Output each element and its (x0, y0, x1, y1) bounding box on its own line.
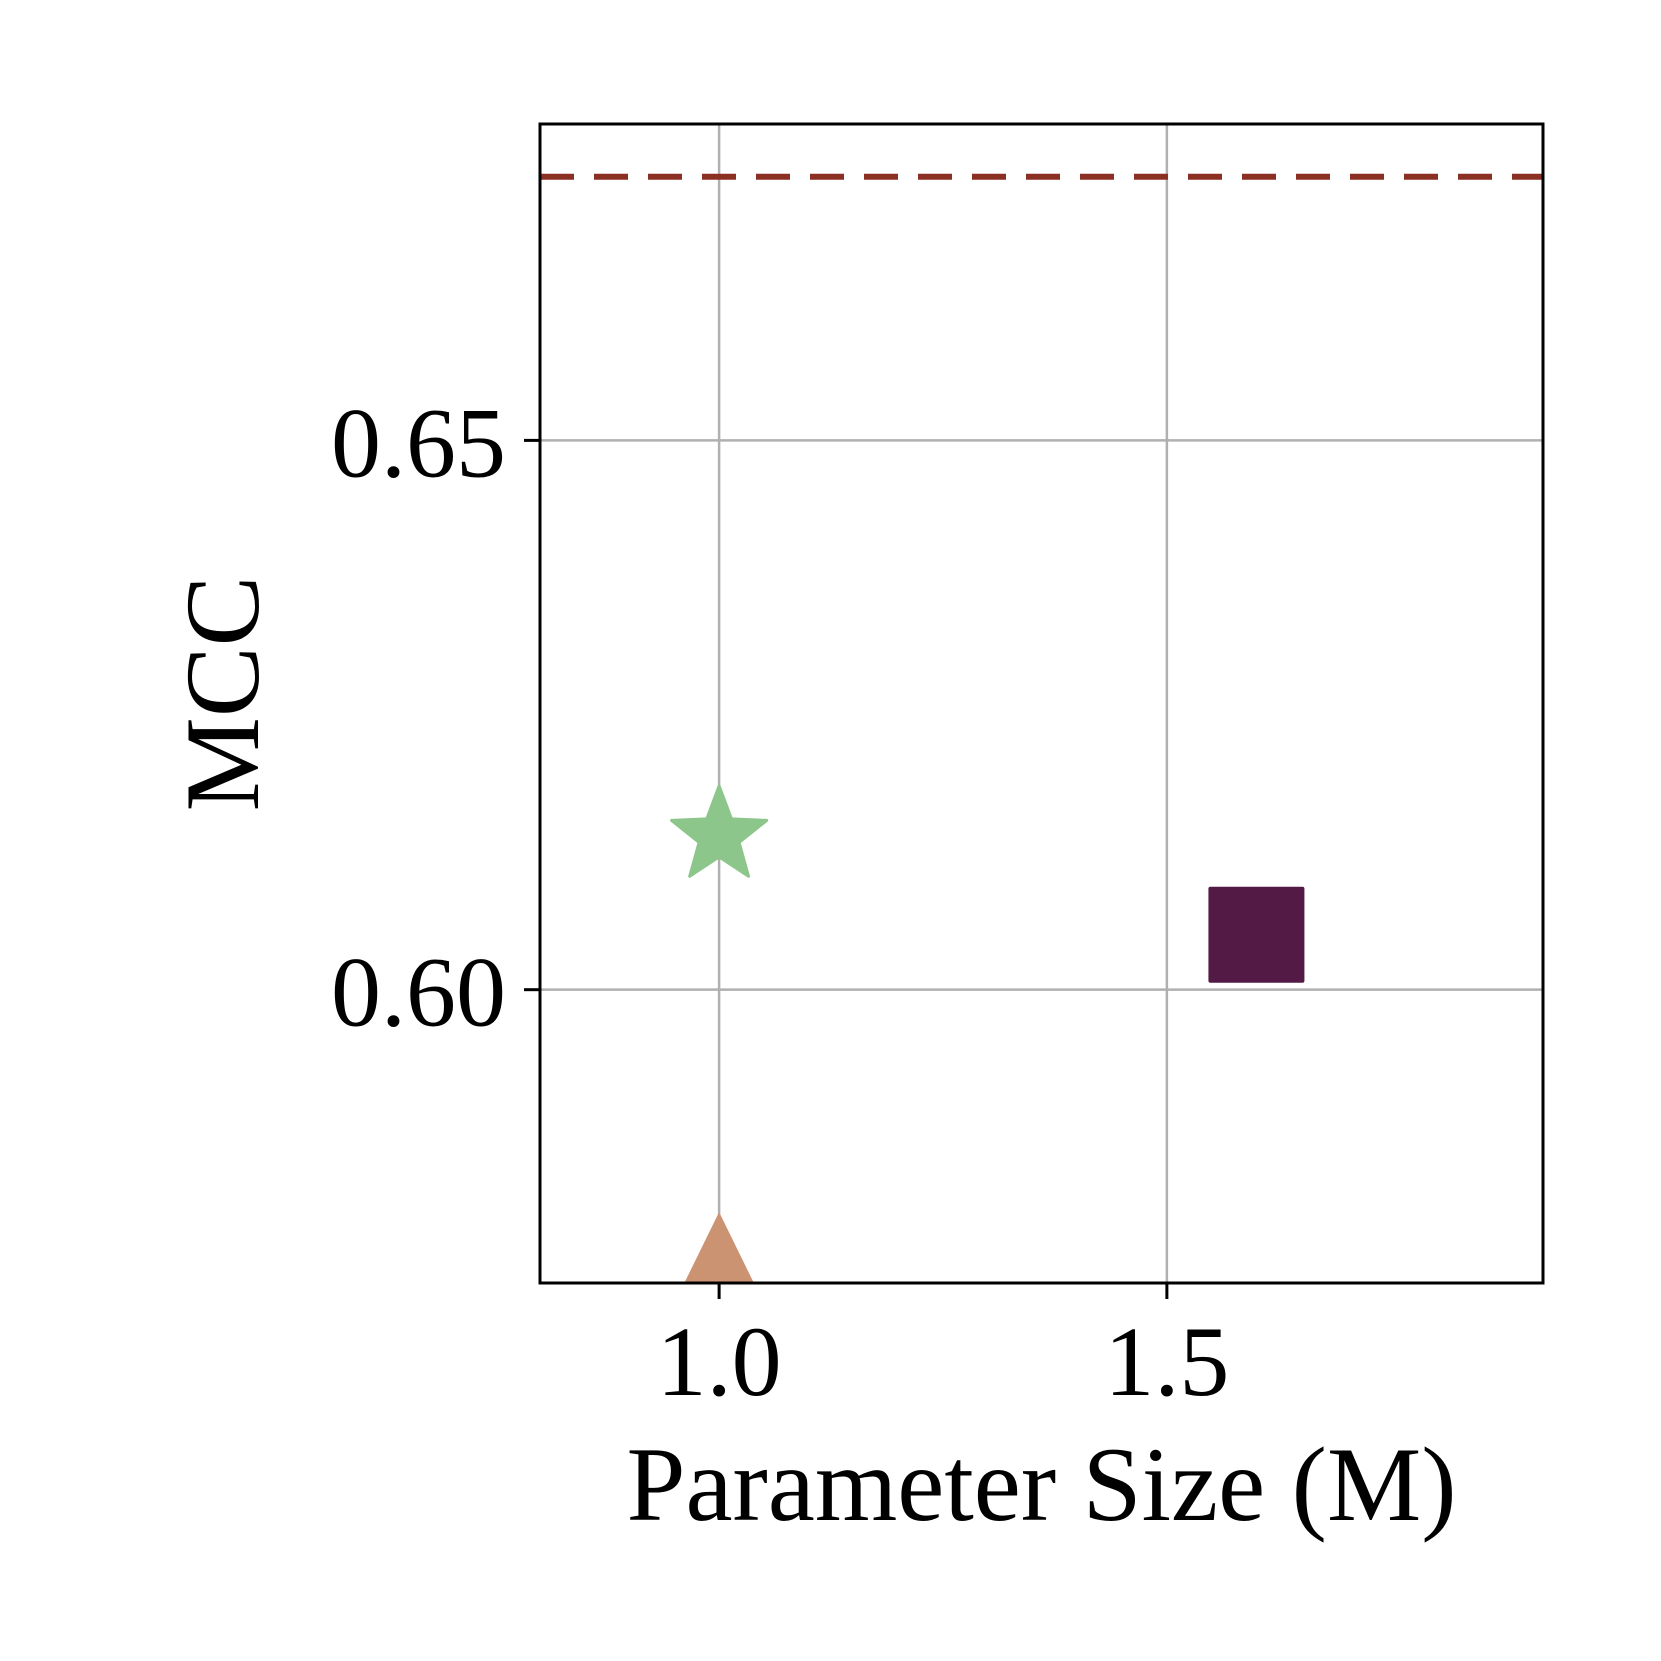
axis-ticks: 1.0 1.5 0.60 0.65 (331, 387, 1229, 1417)
star-marker (670, 784, 769, 878)
plot-frame (538, 122, 1545, 1285)
y-tick-label: 0.60 (331, 937, 506, 1048)
y-tick-label: 0.65 (331, 387, 506, 498)
data-markers (670, 784, 1305, 1283)
x-tick-label: 1.5 (1104, 1306, 1229, 1417)
triangle-marker (684, 1213, 754, 1283)
y-axis-title: MCC (164, 576, 281, 812)
x-axis-title: Parameter Size (M) (627, 1426, 1457, 1543)
x-tick-label: 1.0 (657, 1306, 782, 1417)
square-marker (1208, 886, 1305, 983)
grid-lines (540, 124, 1543, 1283)
